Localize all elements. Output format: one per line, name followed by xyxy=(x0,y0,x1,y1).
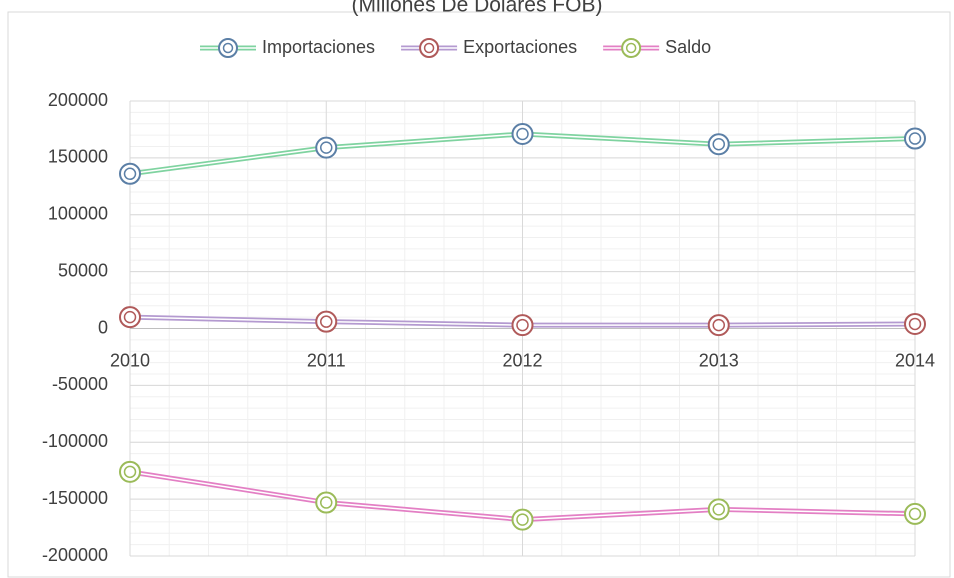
marker-inner xyxy=(320,141,333,154)
x-tick-label: 2011 xyxy=(307,350,346,370)
marker-inner xyxy=(320,496,333,509)
legend-label: Saldo xyxy=(665,37,711,57)
y-tick-label: -150000 xyxy=(42,488,108,508)
y-tick-label: -50000 xyxy=(52,374,108,394)
marker xyxy=(904,312,926,335)
legend-marker-inner xyxy=(423,42,435,54)
y-tick-label: -200000 xyxy=(42,545,108,565)
legend-marker-inner xyxy=(625,42,637,54)
marker-inner xyxy=(123,310,137,324)
x-tick-label: 2010 xyxy=(110,350,150,370)
marker xyxy=(315,491,338,514)
y-tick-label: 50000 xyxy=(58,260,108,280)
marker xyxy=(511,508,534,531)
marker xyxy=(707,133,730,156)
marker xyxy=(904,127,926,150)
y-tick-label: 200000 xyxy=(48,90,108,110)
marker xyxy=(707,498,730,521)
legend-label: Importaciones xyxy=(262,37,375,57)
marker xyxy=(511,122,534,145)
legend-marker xyxy=(419,38,440,58)
marker-inner xyxy=(516,318,529,332)
x-tick-label: 2013 xyxy=(699,350,739,370)
marker-inner xyxy=(712,318,725,332)
marker-inner xyxy=(712,503,725,516)
marker-inner xyxy=(320,315,333,328)
x-tick-label: 2012 xyxy=(502,350,542,370)
marker xyxy=(315,136,338,159)
legend-marker xyxy=(218,38,238,58)
legend-marker-inner xyxy=(222,42,234,54)
chart-title: (Millones De Dólares FOB) xyxy=(352,0,603,17)
legend-marker xyxy=(621,38,642,58)
y-tick-label: -100000 xyxy=(42,431,108,451)
marker-inner xyxy=(908,507,922,521)
marker-inner xyxy=(516,513,529,526)
marker-inner xyxy=(712,137,725,151)
y-tick-label: 100000 xyxy=(48,204,108,224)
marker xyxy=(315,310,338,333)
y-tick-label: 0 xyxy=(98,317,108,337)
marker-inner xyxy=(123,167,137,181)
marker xyxy=(119,460,141,483)
marker xyxy=(707,314,730,337)
marker xyxy=(904,502,926,525)
marker-inner xyxy=(908,317,922,331)
marker xyxy=(119,306,141,329)
y-tick-label: 150000 xyxy=(48,147,108,167)
marker-inner xyxy=(516,127,529,141)
legend-label: Exportaciones xyxy=(463,37,577,57)
x-tick-label: 2014 xyxy=(895,350,935,370)
marker xyxy=(119,162,141,185)
marker-inner xyxy=(908,132,922,145)
marker-inner xyxy=(123,465,137,479)
marker xyxy=(511,314,534,337)
